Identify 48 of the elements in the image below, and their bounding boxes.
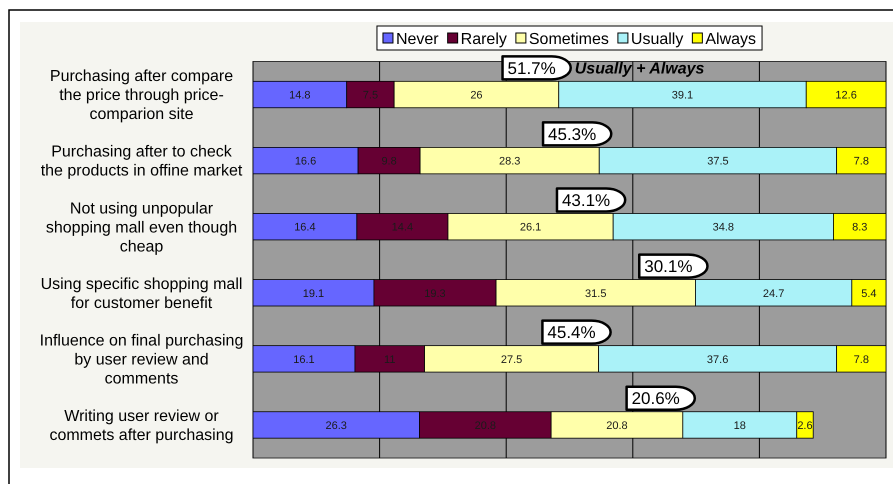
- annotation: 20.6%: [632, 389, 680, 408]
- y-tick-label: Influence on final purchasing by user review and comments: [40, 332, 244, 388]
- data-label: 7.8: [854, 354, 869, 366]
- data-label: 14.4: [392, 222, 414, 234]
- data-label: 16.1: [293, 354, 315, 366]
- data-label: 20.8: [474, 420, 496, 432]
- data-label: 2.6: [797, 420, 813, 432]
- data-label: 26.1: [520, 222, 542, 234]
- data-label: 11: [384, 354, 396, 366]
- legend-label: Sometimes: [528, 31, 609, 48]
- data-label: 28.3: [498, 156, 520, 168]
- annotation: 30.1%: [644, 257, 692, 276]
- y-tick-label: Purchasing after compare the price through price- comparion site: [50, 68, 234, 124]
- data-label: 26: [470, 90, 483, 102]
- data-label: 20.8: [606, 420, 628, 432]
- data-label: 27.5: [500, 354, 522, 366]
- data-label: 14.8: [289, 90, 311, 102]
- data-label: 26.3: [326, 420, 347, 432]
- data-label: 37.5: [707, 156, 729, 168]
- annotation: 51.7%: [508, 58, 556, 78]
- data-label: 24.7: [762, 288, 784, 300]
- annotation: 43.1%: [562, 190, 610, 210]
- data-label: 7.8: [854, 156, 869, 168]
- data-label: 7.5: [362, 90, 378, 102]
- data-label: 19.3: [424, 288, 446, 300]
- data-label: 5.4: [861, 288, 877, 300]
- data-label: 39.1: [672, 90, 694, 102]
- data-label: 16.4: [294, 222, 316, 234]
- data-label: 12.6: [835, 90, 857, 102]
- legend-label: Always: [705, 31, 756, 48]
- legend-label: Usually: [630, 31, 684, 48]
- legend-label: Rarely: [460, 31, 507, 48]
- data-label: 31.5: [585, 288, 606, 300]
- data-label: 34.8: [712, 222, 734, 234]
- annotation: 45.3%: [548, 124, 596, 144]
- y-tick-label: Purchasing after to check the products in offine market: [40, 144, 243, 180]
- annotation: 45.4%: [547, 323, 596, 342]
- y-tick-label: Not using unpopular shopping mall even though cheap: [46, 200, 238, 256]
- data-label: 9.8: [381, 156, 397, 168]
- y-tick-label: Writing user review or commets after purchasing: [49, 408, 234, 444]
- legend-label: Never: [396, 31, 440, 48]
- data-label: 16.6: [294, 156, 316, 168]
- annotation: Usually + Always: [574, 60, 705, 78]
- y-tick-label: Using specific shopping mall for customer benefit: [40, 276, 242, 312]
- data-label: 18: [734, 420, 746, 432]
- data-label: 8.3: [852, 222, 868, 234]
- data-label: 37.6: [706, 354, 728, 366]
- data-label: 19.1: [302, 288, 324, 300]
